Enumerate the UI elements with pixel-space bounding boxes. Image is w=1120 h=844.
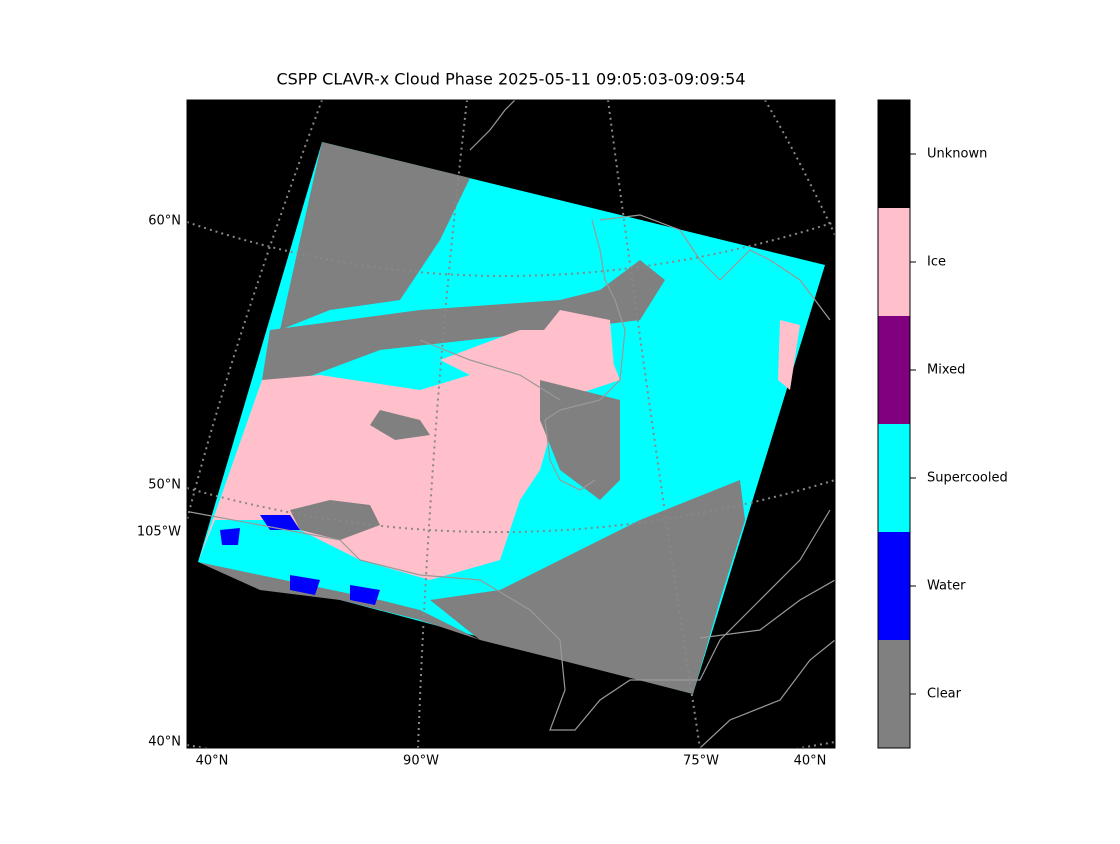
colorbar-segment [878, 208, 910, 316]
lat-label: 40°N [148, 735, 181, 750]
map [187, 100, 835, 748]
title: CSPP CLAVR-x Cloud Phase 2025-05-11 09:0… [276, 70, 745, 89]
lat-label: 60°N [148, 214, 181, 229]
lon-label: 90°W [403, 754, 439, 769]
colorbar-segment [878, 316, 910, 424]
graticule [187, 100, 835, 748]
lon-label: 40°N [196, 754, 229, 769]
colorbar-label: Clear [927, 687, 962, 702]
lon-label: 75°W [683, 754, 719, 769]
colorbar-frame [877, 99, 911, 749]
colorbar-segment [878, 640, 910, 748]
lon-label: 40°N [794, 754, 827, 769]
coastlines [189, 100, 835, 748]
colorbar-label: Ice [927, 255, 946, 270]
colorbar-segment [878, 424, 910, 532]
colorbar-segment [878, 100, 910, 208]
colorbar-label: Supercooled [927, 471, 1008, 486]
colorbar-segment [878, 532, 910, 640]
colorbar-label: Mixed [927, 363, 965, 378]
map-frame [186, 99, 836, 749]
swath [198, 142, 825, 694]
colorbar-label: Unknown [927, 147, 987, 162]
colorbar-label: Water [927, 579, 966, 594]
lat-label: 50°N [148, 478, 181, 493]
lat-label: 105°W [137, 525, 181, 540]
